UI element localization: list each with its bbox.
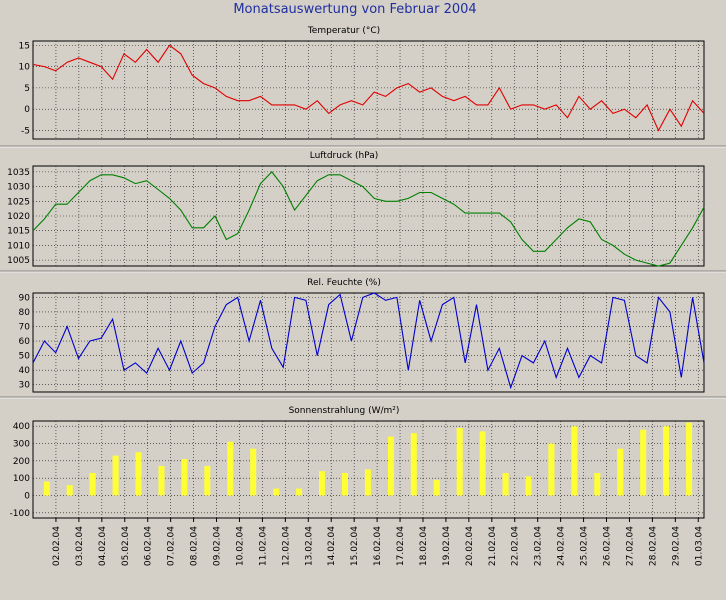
radiation-title: Sonnenstrahlung (W/m²) bbox=[289, 406, 400, 416]
x-tick-label: 26.02.04 bbox=[603, 526, 613, 566]
y-tick-label: 80 bbox=[19, 308, 31, 318]
y-tick-label: 1030 bbox=[7, 183, 30, 193]
radiation-bar bbox=[433, 479, 440, 496]
x-tick-label: 03.02.04 bbox=[75, 526, 85, 566]
y-tick-label: 40 bbox=[19, 366, 31, 376]
x-tick-label: 20.02.04 bbox=[465, 526, 475, 566]
y-tick-label: 1015 bbox=[7, 227, 30, 237]
y-tick-label: 5 bbox=[24, 84, 30, 94]
y-tick-label: 300 bbox=[13, 440, 30, 450]
y-tick-label: -5 bbox=[21, 126, 30, 136]
radiation-bar bbox=[181, 459, 188, 496]
y-tick-label: 1025 bbox=[7, 197, 30, 207]
y-tick-label: 70 bbox=[19, 322, 31, 332]
x-tick-label: 14.02.04 bbox=[327, 526, 337, 566]
y-tick-label: 1010 bbox=[7, 241, 30, 251]
series-line bbox=[32, 292, 705, 390]
humidity-panel: Rel. Feuchte (%) 30 40 50 60 70 80 90 bbox=[19, 278, 705, 393]
radiation-bar bbox=[571, 426, 578, 496]
y-tick-label: 10 bbox=[19, 63, 31, 73]
pressure-panel: Luftdruck (hPa) 1005 1010 1015 1020 1025 1030… bbox=[7, 151, 705, 267]
series-line bbox=[32, 44, 705, 132]
y-tick-label: 30 bbox=[19, 381, 31, 391]
radiation-bar bbox=[66, 485, 73, 496]
x-tick-label: 02.02.04 bbox=[52, 526, 62, 566]
y-tick-label: 60 bbox=[19, 337, 31, 347]
x-tick-label: 01.03.04 bbox=[694, 526, 704, 566]
radiation-bar bbox=[663, 426, 670, 496]
radiation-bar bbox=[250, 448, 257, 496]
date-axis: 02.02.04 03.02.04 04.02.04 05.02.04 06.02.04… bbox=[52, 518, 704, 566]
y-tick-label: 200 bbox=[13, 457, 30, 467]
radiation-bar bbox=[158, 466, 165, 496]
y-tick-label: 90 bbox=[19, 293, 31, 303]
y-tick-label: 15 bbox=[19, 41, 30, 51]
y-tick-label: 0 bbox=[24, 105, 30, 115]
x-tick-label: 28.02.04 bbox=[648, 526, 658, 566]
radiation-panel: Sonnenstrahlung (W/m²) -100 0 100 200 300 400 bbox=[10, 406, 705, 519]
main-title: Monatsauswertung von Februar 2004 bbox=[233, 2, 476, 17]
x-tick-label: 10.02.04 bbox=[235, 526, 245, 566]
temperature-panel: Temperatur (°C) -5 0 5 10 15 bbox=[19, 26, 705, 140]
x-tick-label: 11.02.04 bbox=[258, 526, 268, 566]
radiation-bar bbox=[456, 427, 463, 496]
radiation-bar bbox=[89, 473, 96, 496]
radiation-bar bbox=[617, 448, 624, 496]
radiation-bar bbox=[135, 452, 142, 496]
x-tick-label: 05.02.04 bbox=[121, 526, 131, 566]
x-tick-label: 22.02.04 bbox=[511, 526, 521, 566]
y-tick-label: 1035 bbox=[7, 168, 30, 178]
radiation-bar bbox=[364, 469, 371, 496]
x-tick-label: 27.02.04 bbox=[625, 526, 635, 566]
x-tick-label: 19.02.04 bbox=[442, 526, 452, 566]
x-tick-label: 29.02.04 bbox=[671, 526, 681, 566]
radiation-bar bbox=[594, 473, 601, 496]
radiation-bar bbox=[227, 441, 234, 496]
pressure-title: Luftdruck (hPa) bbox=[310, 151, 379, 161]
radiation-bar bbox=[273, 488, 280, 496]
x-tick-label: 23.02.04 bbox=[534, 526, 544, 566]
radiation-bar bbox=[342, 473, 348, 496]
radiation-bar bbox=[296, 488, 303, 496]
x-tick-label: 09.02.04 bbox=[213, 526, 223, 566]
humidity-title: Rel. Feuchte (%) bbox=[307, 278, 381, 288]
x-tick-label: 24.02.04 bbox=[557, 526, 567, 566]
series-line bbox=[32, 171, 705, 267]
y-tick-label: 400 bbox=[13, 422, 30, 432]
plot-area bbox=[32, 292, 705, 393]
radiation-bar bbox=[43, 481, 50, 496]
radiation-bar bbox=[640, 429, 647, 496]
radiation-bar bbox=[686, 422, 693, 496]
y-tick-label: 100 bbox=[13, 474, 30, 484]
radiation-bar bbox=[410, 433, 417, 496]
x-tick-label: 17.02.04 bbox=[396, 526, 406, 566]
x-tick-label: 18.02.04 bbox=[419, 526, 429, 566]
y-tick-label: 1020 bbox=[7, 212, 30, 222]
x-tick-label: 15.02.04 bbox=[350, 526, 360, 566]
y-tick-label: 50 bbox=[19, 352, 31, 362]
y-tick-label: -100 bbox=[10, 509, 31, 519]
x-tick-label: 13.02.04 bbox=[304, 526, 314, 566]
y-tick-label: 1005 bbox=[7, 256, 30, 266]
radiation-bar bbox=[319, 471, 325, 496]
radiation-bar bbox=[548, 443, 555, 496]
radiation-bar bbox=[387, 436, 394, 496]
x-tick-label: 25.02.04 bbox=[580, 526, 590, 566]
plot-area bbox=[32, 40, 705, 140]
radiation-bar bbox=[525, 476, 532, 496]
radiation-bar bbox=[112, 455, 119, 496]
radiation-bar bbox=[479, 431, 486, 496]
x-tick-label: 16.02.04 bbox=[373, 526, 383, 566]
x-tick-label: 06.02.04 bbox=[144, 526, 154, 566]
x-tick-label: 08.02.04 bbox=[190, 526, 200, 566]
y-tick-label: 0 bbox=[24, 491, 30, 501]
x-tick-label: 07.02.04 bbox=[167, 526, 177, 566]
x-tick-label: 12.02.04 bbox=[281, 526, 291, 566]
x-tick-label: 04.02.04 bbox=[98, 526, 108, 566]
radiation-bar bbox=[502, 473, 509, 496]
x-tick-label: 21.02.04 bbox=[488, 526, 498, 566]
temperature-title: Temperatur (°C) bbox=[307, 26, 380, 36]
radiation-bar bbox=[204, 466, 211, 496]
